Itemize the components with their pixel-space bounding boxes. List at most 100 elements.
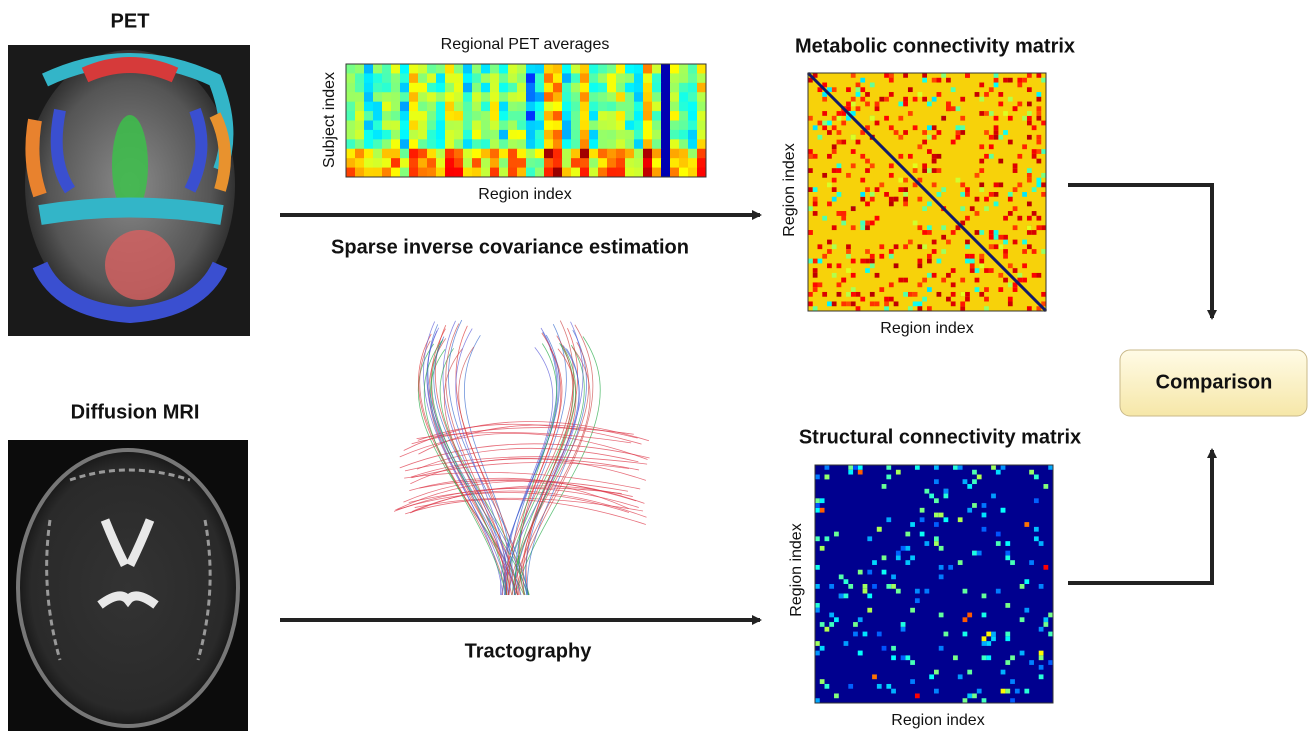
matrix-cell — [894, 301, 899, 306]
matrix-cell — [1013, 240, 1018, 245]
heatmap-cell — [508, 149, 518, 159]
matrix-cell — [903, 97, 908, 102]
heatmap-cell — [418, 168, 428, 178]
heatmap-cell — [661, 64, 671, 74]
matrix-cell — [917, 263, 922, 268]
heatmap-cell — [355, 102, 365, 112]
heatmap-cell — [454, 121, 464, 131]
heatmap-cell — [544, 102, 554, 112]
heatmap-cell — [598, 139, 608, 149]
heatmap-cell — [418, 111, 428, 121]
comparison-label: Comparison — [1156, 371, 1273, 393]
matrix-cell — [870, 116, 875, 121]
heatmap-cell — [625, 64, 635, 74]
heatmap-cell — [445, 102, 455, 112]
matrix-cell — [837, 168, 842, 173]
heatmap-cell — [490, 158, 500, 168]
heatmap-cell — [580, 158, 590, 168]
matrix-cell — [996, 532, 1001, 537]
matrix-cell — [1022, 249, 1027, 254]
matrix-cell — [939, 613, 944, 618]
matrix-cell — [963, 698, 968, 703]
heatmap-cell — [463, 92, 473, 102]
matrix-cell — [870, 301, 875, 306]
heatmap-cell — [472, 121, 482, 131]
matrix-cell — [910, 522, 915, 527]
heatmap-cell — [481, 73, 491, 83]
matrix-cell — [841, 211, 846, 216]
heatmap-cell — [499, 64, 509, 74]
heatmap-cell — [652, 139, 662, 149]
matrix-cell — [975, 92, 980, 97]
heatmap-cell — [598, 158, 608, 168]
heatmap-cell — [346, 139, 356, 149]
matrix-cell — [860, 221, 865, 226]
matrix-cell — [932, 97, 937, 102]
heatmap-cell — [391, 83, 401, 93]
heatmap-cell — [499, 121, 509, 131]
matrix-cell — [825, 465, 830, 470]
matrix-cell — [915, 589, 920, 594]
matrix-cell — [960, 292, 965, 297]
heatmap-cell — [571, 64, 581, 74]
heatmap-cell — [526, 168, 536, 178]
matrix-cell — [1013, 187, 1018, 192]
matrix-cell — [846, 249, 851, 254]
matrix-cell — [1022, 278, 1027, 283]
heatmap-cell — [562, 149, 572, 159]
matrix-cell — [1032, 273, 1037, 278]
heatmap-cell — [544, 83, 554, 93]
matrix-cell — [1036, 135, 1041, 140]
matrix-cell — [996, 589, 1001, 594]
matrix-cell — [975, 197, 980, 202]
matrix-cell — [829, 584, 834, 589]
matrix-y-label: Region index — [788, 523, 805, 616]
matrix-cell — [820, 508, 825, 513]
heatmap-cell — [391, 102, 401, 112]
matrix-cell — [891, 646, 896, 651]
matrix-cell — [1008, 197, 1013, 202]
heatmap-cell — [427, 158, 437, 168]
matrix-cell — [879, 244, 884, 249]
matrix-cell — [958, 674, 963, 679]
matrix-cell — [813, 282, 818, 287]
heatmap-cell — [544, 139, 554, 149]
heatmap-cell — [472, 64, 482, 74]
heatmap-cell — [580, 121, 590, 131]
heatmap-cell — [472, 149, 482, 159]
heatmap-cell — [562, 158, 572, 168]
matrix-cell — [815, 651, 820, 656]
matrix-cell — [889, 73, 894, 78]
matrix-cell — [934, 513, 939, 518]
heatmap-cell — [346, 73, 356, 83]
heatmap-cell — [616, 64, 626, 74]
matrix-cell — [858, 617, 863, 622]
heatmap-cell — [688, 102, 698, 112]
heatmap-cell — [463, 130, 473, 140]
heatmap-cell — [616, 149, 626, 159]
matrix-cell — [979, 254, 984, 259]
heatmap-cell — [643, 111, 653, 121]
matrix-cell — [922, 130, 927, 135]
heatmap-cell — [382, 149, 392, 159]
matrix-cell — [977, 689, 982, 694]
matrix-cell — [972, 551, 977, 556]
matrix-cell — [1029, 470, 1034, 475]
matrix-cell — [822, 254, 827, 259]
matrix-cell — [965, 73, 970, 78]
matrix-cell — [827, 202, 832, 207]
matrix-cell — [922, 230, 927, 235]
matrix-cell — [1008, 116, 1013, 121]
matrix-cell — [946, 297, 951, 302]
heatmap-cell — [346, 158, 356, 168]
matrix-cell — [934, 498, 939, 503]
heatmap-cell — [697, 83, 707, 93]
matrix-cell — [924, 541, 929, 546]
heatmap-cell — [643, 168, 653, 178]
heatmap-cell — [526, 139, 536, 149]
heatmap-cell — [697, 92, 707, 102]
heatmap-cell — [652, 111, 662, 121]
matrix-cell — [1036, 140, 1041, 145]
heatmap-cell — [652, 92, 662, 102]
heatmap-cell — [625, 139, 635, 149]
